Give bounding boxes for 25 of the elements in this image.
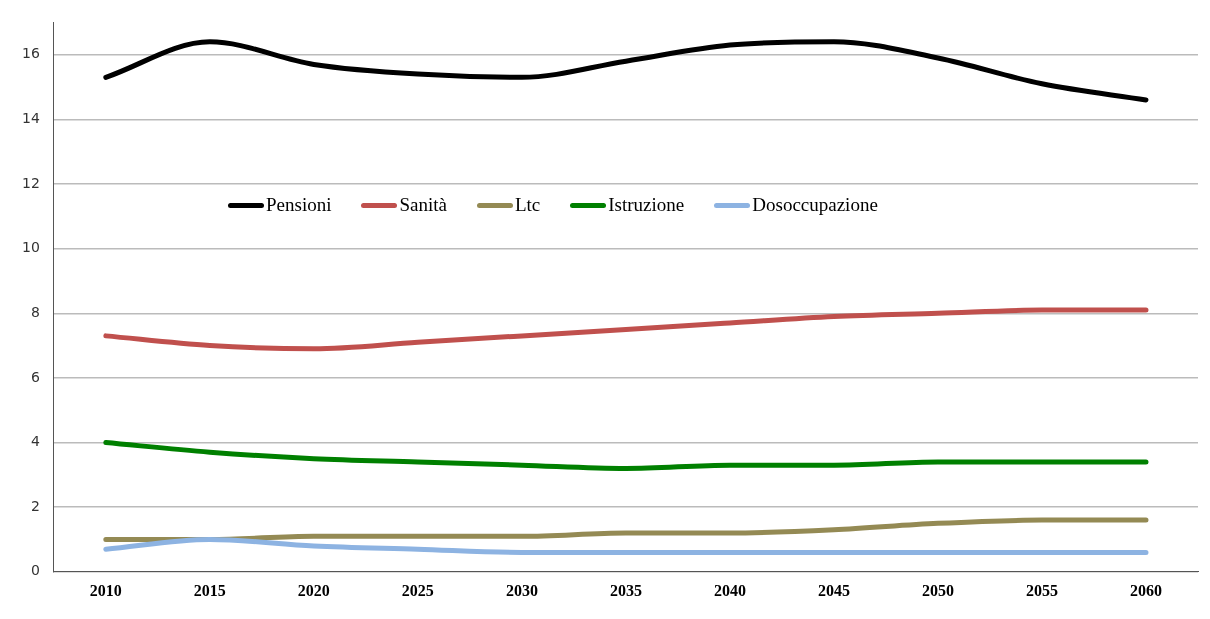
legend-label: Pensioni [266,194,332,216]
x-tick-label: 2060 [1129,581,1162,599]
legend-label: Dosoccupazione [752,194,878,216]
x-tick-label: 2015 [193,581,226,599]
x-tick-label: 2045 [817,581,850,599]
x-tick-label: 2010 [89,581,122,599]
x-tick-label: 2030 [505,581,538,599]
y-tick-label: 14 [21,109,40,126]
y-tick-label: 10 [21,239,40,256]
y-tick-label: 8 [30,303,40,320]
y-tick-label: 4 [30,433,40,450]
y-tick-label: 16 [21,45,40,62]
y-tick-label: 2 [30,497,40,514]
legend-label: Sanità [399,194,447,216]
x-tick-label: 2020 [297,581,330,599]
y-tick-label: 12 [21,174,40,191]
y-tick-label: 0 [30,562,40,579]
x-tick-label: 2055 [1025,581,1058,599]
x-tick-label: 2040 [713,581,746,599]
legend-label: Ltc [514,194,541,216]
x-tick-label: 2050 [921,581,954,599]
legend-label: Istruzione [608,194,685,216]
x-tick-label: 2025 [401,581,434,599]
y-tick-label: 6 [30,368,40,385]
x-tick-label: 2035 [609,581,642,599]
